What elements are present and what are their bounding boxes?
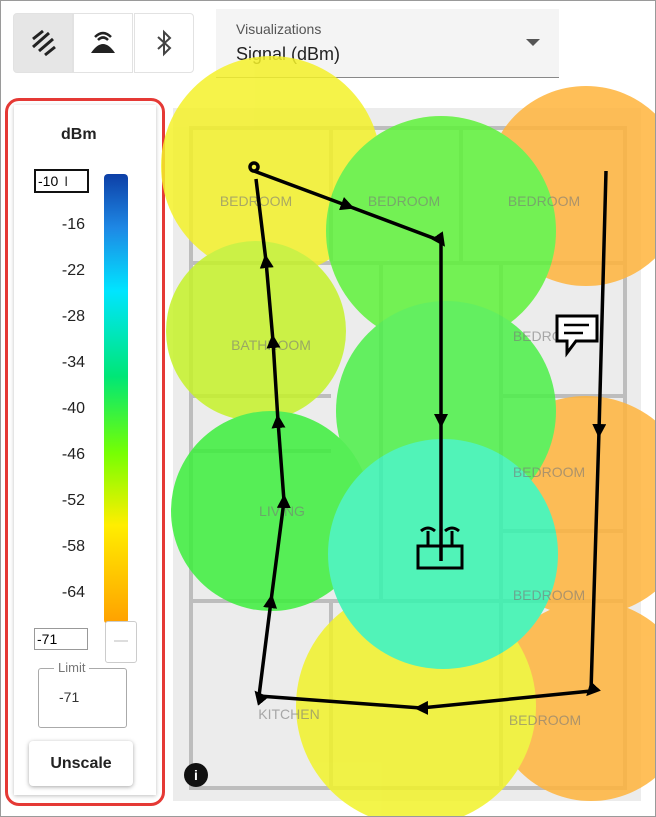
scale-label: -64: [61, 584, 85, 601]
scale-label: -40: [61, 400, 85, 417]
bluetooth-tab[interactable]: [134, 13, 194, 73]
scale-handle[interactable]: [105, 621, 137, 663]
room-label: BEDROOM: [220, 193, 292, 209]
router-icon: [91, 31, 115, 53]
router-tab[interactable]: [73, 13, 133, 73]
map-background: [173, 108, 641, 801]
dropdown-arrow: [526, 39, 540, 46]
bluetooth-icon: [157, 29, 172, 57]
signal-zones: [161, 56, 655, 816]
color-scale: [104, 174, 128, 624]
limit-label: Limit: [54, 660, 90, 675]
info-icon: [184, 763, 208, 787]
room-label: BEDROOM: [513, 464, 585, 480]
scale-label: -28: [61, 308, 85, 325]
room-label: BEDROOM: [513, 587, 585, 603]
scale-label: -16: [61, 216, 85, 233]
room-label: BATHROOM: [231, 337, 311, 353]
room-label: BEDROOM: [508, 193, 580, 209]
signal-tab[interactable]: [13, 13, 73, 73]
scale-label: -34: [61, 354, 85, 371]
room-label: KITCHEN: [258, 706, 319, 722]
signal-icon: [32, 29, 56, 57]
info-glyph: i: [194, 767, 198, 783]
room-label: BEDROOM: [513, 328, 585, 344]
room-label: BEDROOM: [509, 712, 581, 728]
scale-label: -58: [61, 538, 85, 555]
max-input[interactable]: -10 I: [34, 169, 89, 193]
walk-path: [248, 161, 608, 715]
scale-label: -46: [61, 446, 85, 463]
limit-value: -71: [59, 689, 80, 705]
router-icon: [416, 526, 464, 570]
visualization-select[interactable]: Visualizations Signal (dBm): [216, 9, 559, 78]
select-label: Visualizations: [236, 21, 322, 37]
unscale-button[interactable]: Unscale: [29, 741, 133, 786]
comment-icon: [555, 314, 599, 358]
unscale-label: Unscale: [50, 754, 112, 772]
min-input-value: -71: [37, 631, 58, 647]
select-value: Signal (dBm): [236, 44, 341, 64]
legend-unit: dBm: [61, 126, 97, 143]
min-input[interactable]: -71: [34, 628, 88, 650]
legend-panel: [5, 98, 165, 806]
scale-label: -22: [61, 262, 85, 279]
scale-label: -52: [61, 492, 85, 509]
legend-card: [14, 105, 156, 795]
room-label: LIVING: [259, 503, 305, 519]
limit-field[interactable]: Limit -71: [38, 660, 127, 728]
text-cursor: I: [64, 173, 69, 189]
max-input-value: -10: [38, 173, 59, 189]
walls: [189, 126, 627, 790]
room-label: BEDROOM: [368, 193, 440, 209]
